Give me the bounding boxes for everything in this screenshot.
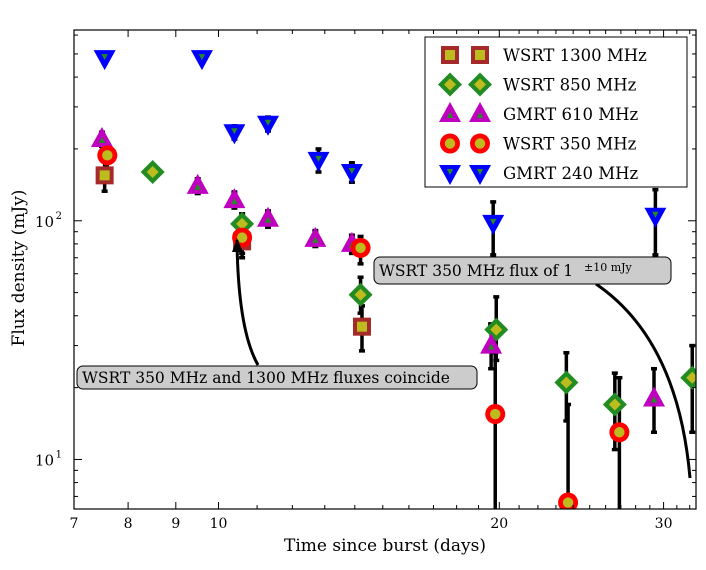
- annotation-text-upper-limit: WSRT 350 MHz flux of 1 ±10 mJy: [379, 261, 633, 280]
- data-point: [554, 370, 579, 395]
- data-point: [482, 214, 505, 235]
- data-point: [307, 151, 330, 172]
- data-point: [257, 206, 280, 227]
- data-point: [484, 317, 509, 342]
- x-tick-label: 20: [490, 516, 508, 532]
- data-point: [257, 115, 280, 136]
- data-point: [97, 145, 118, 166]
- y-tick-label: 10: [35, 213, 54, 231]
- annotation-box-coincide: [76, 365, 478, 390]
- legend-marker: [440, 133, 460, 154]
- annotation-box-upper-limit: [373, 256, 672, 285]
- y-tick-label: 10: [35, 451, 54, 469]
- annotation-arrow-upper-limit: [595, 282, 692, 479]
- legend: WSRT 1300 MHz WSRT 850 MHz GMRT 610 MHz WSR…: [424, 36, 688, 188]
- legend-label: WSRT 1300 MHz: [503, 46, 647, 65]
- annotation-text-coincide: WSRT 350 MHz and 1300 MHz fluxes coincid…: [82, 369, 450, 387]
- data-point: [223, 188, 246, 209]
- x-tick-label: 30: [655, 516, 673, 532]
- data-point: [602, 392, 627, 417]
- data-point: [348, 282, 373, 307]
- plot-frame: [73, 29, 697, 510]
- data-point: [350, 237, 371, 258]
- legend-marker: [470, 133, 490, 154]
- x-axis-label: Time since burst (days): [284, 536, 486, 556]
- legend-marker: [439, 102, 461, 122]
- data-point: [643, 386, 666, 407]
- data-point: [95, 166, 114, 185]
- data-point: [223, 124, 246, 145]
- legend-label: WSRT 850 MHz: [503, 76, 637, 95]
- legend-label: GMRT 610 MHz: [503, 105, 638, 124]
- legend-label: WSRT 350 MHz: [503, 135, 637, 154]
- data-point: [186, 173, 209, 194]
- legend-box: [424, 36, 688, 188]
- data-point: [558, 492, 579, 509]
- legend-marker: [441, 46, 459, 64]
- data-point: [644, 207, 667, 228]
- legend-marker: [469, 102, 491, 122]
- y-tick-exponent: 1: [56, 449, 62, 460]
- data-point: [680, 365, 696, 390]
- data-point: [304, 226, 327, 247]
- data-point: [480, 333, 503, 354]
- error-bar: [565, 402, 572, 509]
- data-point: [485, 404, 506, 425]
- legend-marker: [468, 72, 492, 97]
- x-tick-label: 7: [70, 516, 79, 532]
- y-tick-exponent: 2: [56, 211, 62, 222]
- y-axis-label: Flux density (mJy): [9, 190, 29, 347]
- legend-marker: [439, 165, 461, 185]
- data-point: [609, 422, 630, 443]
- legend-marker: [469, 165, 491, 185]
- x-tick-label: 9: [171, 516, 180, 532]
- data-point: [340, 164, 363, 185]
- data-point: [352, 317, 371, 336]
- legend-marker: [438, 72, 462, 97]
- data-point: [93, 50, 116, 71]
- data-point: [90, 127, 113, 148]
- x-tick-label: 8: [124, 516, 133, 532]
- x-tick-label: 10: [210, 516, 228, 532]
- annotation-arrowhead-coincide: [232, 238, 243, 252]
- error-bar: [492, 350, 499, 509]
- legend-label: GMRT 240 MHz: [503, 164, 638, 183]
- annotation-arrow-coincide: [235, 239, 260, 366]
- legend-marker: [471, 46, 489, 64]
- data-point: [190, 50, 213, 71]
- data-point: [140, 160, 165, 185]
